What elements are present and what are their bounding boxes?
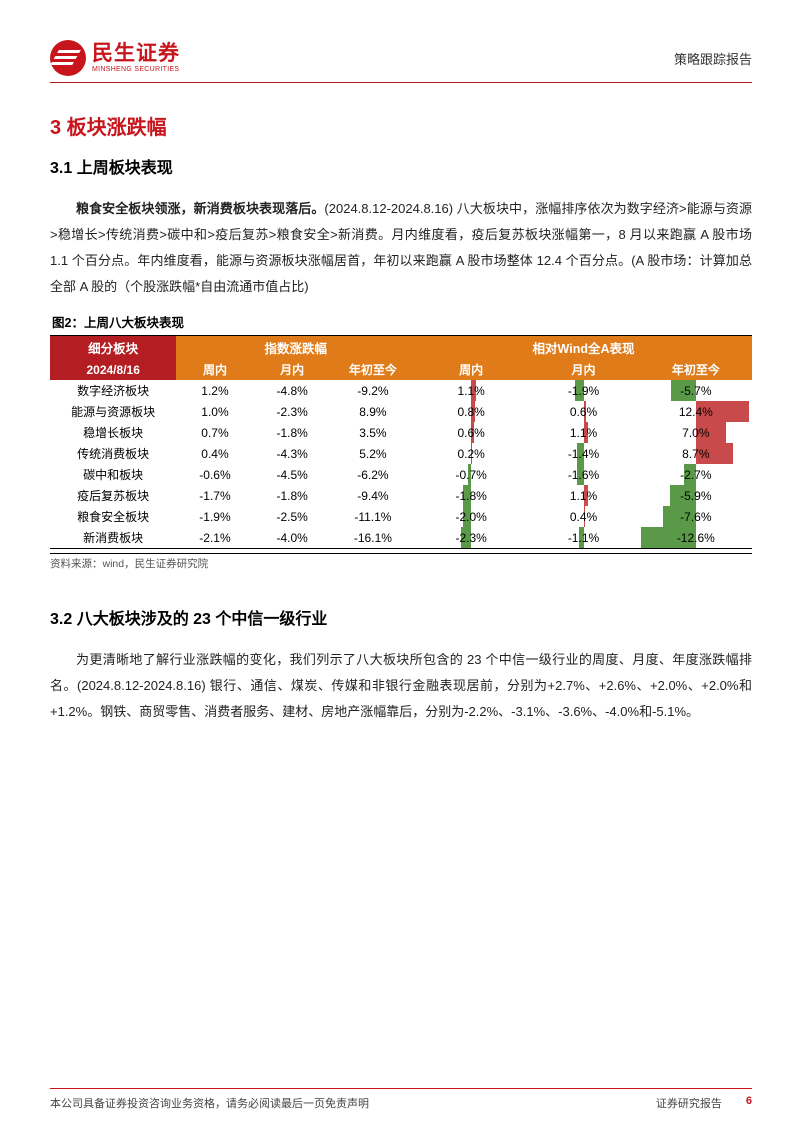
value-cell: -0.6%: [176, 464, 253, 485]
subsection-3-1-title: 3.1 上周板块表现: [50, 154, 752, 178]
relative-value-cell: -5.9%: [640, 485, 752, 506]
relative-value-cell: -0.7%: [415, 464, 527, 485]
value-cell: 0.4%: [176, 443, 253, 464]
relative-value-cell: 12.4%: [640, 401, 752, 422]
value-cell: 8.9%: [331, 401, 415, 422]
relative-value-cell: -1.1%: [527, 527, 639, 549]
relative-value-cell: 0.6%: [415, 422, 527, 443]
value-cell: 0.7%: [176, 422, 253, 443]
value-cell: 3.5%: [331, 422, 415, 443]
sector-name-cell: 疫后复苏板块: [50, 485, 176, 506]
value-cell: -4.8%: [254, 380, 331, 401]
footer-disclaimer: 本公司具备证券投资咨询业务资格，请务必阅读最后一页免责声明: [50, 1095, 369, 1111]
relative-value-cell: 1.1%: [415, 380, 527, 401]
table-row: 碳中和板块-0.6%-4.5%-6.2%-0.7%-1.6%-2.7%: [50, 464, 752, 485]
logo-text-cn: 民生证券: [92, 43, 180, 64]
value-cell: -1.8%: [254, 485, 331, 506]
table-header-cell: 周内: [176, 359, 253, 380]
relative-value-cell: -12.6%: [640, 527, 752, 549]
relative-value-cell: 1.1%: [527, 485, 639, 506]
value-cell: -9.4%: [331, 485, 415, 506]
table-header-group: 细分板块: [50, 336, 176, 359]
value-cell: -4.0%: [254, 527, 331, 549]
table-row: 数字经济板块1.2%-4.8%-9.2%1.1%-1.9%-5.7%: [50, 380, 752, 401]
value-cell: -11.1%: [331, 506, 415, 527]
value-cell: -1.9%: [176, 506, 253, 527]
value-cell: -2.5%: [254, 506, 331, 527]
table-header-cell: 月内: [527, 359, 639, 380]
relative-value-cell: -1.8%: [415, 485, 527, 506]
relative-value-cell: -7.6%: [640, 506, 752, 527]
relative-value-cell: 7.0%: [640, 422, 752, 443]
sector-name-cell: 新消费板块: [50, 527, 176, 549]
page-footer: 本公司具备证券投资咨询业务资格，请务必阅读最后一页免责声明 证券研究报告 6: [50, 1088, 752, 1111]
paragraph-3-2: 为更清晰地了解行业涨跌幅的变化，我们列示了八大板块所包含的 23 个中信一级行业…: [50, 647, 752, 725]
relative-value-cell: -1.9%: [527, 380, 639, 401]
table-row: 稳增长板块0.7%-1.8%3.5%0.6%1.1%7.0%: [50, 422, 752, 443]
table-header-cell: 2024/8/16: [50, 359, 176, 380]
table-header-group: 相对Wind全A表现: [415, 336, 752, 359]
page-header: 民生证券 MINSHENG SECURITIES 策略跟踪报告: [50, 40, 752, 83]
relative-value-cell: 0.2%: [415, 443, 527, 464]
relative-value-cell: 0.4%: [527, 506, 639, 527]
value-cell: 1.0%: [176, 401, 253, 422]
sector-name-cell: 稳增长板块: [50, 422, 176, 443]
value-cell: -4.5%: [254, 464, 331, 485]
paragraph-3-1: 粮食安全板块领涨，新消费板块表现落后。(2024.8.12-2024.8.16)…: [50, 196, 752, 300]
table-header-cell: 年初至今: [640, 359, 752, 380]
value-cell: -1.7%: [176, 485, 253, 506]
value-cell: 5.2%: [331, 443, 415, 464]
relative-value-cell: 0.8%: [415, 401, 527, 422]
table-header-cell: 周内: [415, 359, 527, 380]
sector-name-cell: 数字经济板块: [50, 380, 176, 401]
value-cell: 1.2%: [176, 380, 253, 401]
paragraph-lead-bold: 粮食安全板块领涨，新消费板块表现落后。: [76, 201, 324, 216]
value-cell: -1.8%: [254, 422, 331, 443]
relative-value-cell: -1.4%: [527, 443, 639, 464]
section-title: 3 板块涨跌幅: [50, 111, 752, 140]
value-cell: -2.3%: [254, 401, 331, 422]
page-number: 6: [746, 1095, 752, 1111]
figure-table: 细分板块指数涨跌幅相对Wind全A表现2024/8/16周内月内年初至今周内月内…: [50, 336, 752, 549]
sector-name-cell: 传统消费板块: [50, 443, 176, 464]
relative-value-cell: 8.7%: [640, 443, 752, 464]
relative-value-cell: -1.6%: [527, 464, 639, 485]
doc-type-label: 策略跟踪报告: [674, 49, 752, 68]
table-row: 新消费板块-2.1%-4.0%-16.1%-2.3%-1.1%-12.6%: [50, 527, 752, 549]
value-cell: -2.1%: [176, 527, 253, 549]
logo-icon: [50, 40, 86, 76]
logo: 民生证券 MINSHENG SECURITIES: [50, 40, 180, 76]
value-cell: -6.2%: [331, 464, 415, 485]
table-header-cell: 月内: [254, 359, 331, 380]
relative-value-cell: 0.6%: [527, 401, 639, 422]
figure-source: 资料来源：wind，民生证券研究院: [50, 553, 752, 571]
relative-value-cell: -5.7%: [640, 380, 752, 401]
value-cell: -9.2%: [331, 380, 415, 401]
sector-name-cell: 碳中和板块: [50, 464, 176, 485]
table-row: 粮食安全板块-1.9%-2.5%-11.1%-2.0%0.4%-7.6%: [50, 506, 752, 527]
subsection-3-2-title: 3.2 八大板块涉及的 23 个中信一级行业: [50, 605, 752, 629]
relative-value-cell: 1.1%: [527, 422, 639, 443]
footer-report-type: 证券研究报告: [656, 1095, 722, 1111]
table-row: 疫后复苏板块-1.7%-1.8%-9.4%-1.8%1.1%-5.9%: [50, 485, 752, 506]
value-cell: -16.1%: [331, 527, 415, 549]
sector-name-cell: 粮食安全板块: [50, 506, 176, 527]
value-cell: -4.3%: [254, 443, 331, 464]
relative-value-cell: -2.7%: [640, 464, 752, 485]
sector-name-cell: 能源与资源板块: [50, 401, 176, 422]
table-header-group: 指数涨跌幅: [176, 336, 415, 359]
table-header-cell: 年初至今: [331, 359, 415, 380]
relative-value-cell: -2.0%: [415, 506, 527, 527]
figure-caption: 图2：上周八大板块表现: [50, 310, 752, 336]
logo-text-en: MINSHENG SECURITIES: [92, 66, 180, 73]
table-row: 传统消费板块0.4%-4.3%5.2%0.2%-1.4%8.7%: [50, 443, 752, 464]
relative-value-cell: -2.3%: [415, 527, 527, 549]
table-row: 能源与资源板块1.0%-2.3%8.9%0.8%0.6%12.4%: [50, 401, 752, 422]
